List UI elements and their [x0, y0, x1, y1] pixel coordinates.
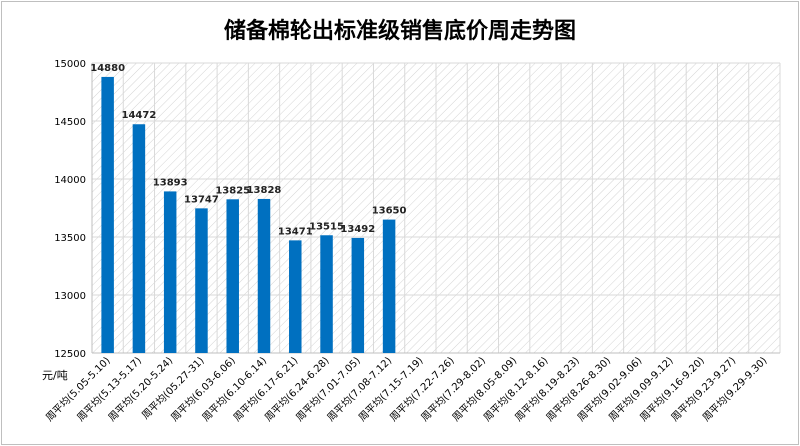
data-label: 13893 — [153, 177, 188, 188]
bar — [382, 219, 396, 353]
bar — [226, 199, 239, 353]
y-tick-label: 13500 — [54, 233, 86, 244]
data-label: 13650 — [372, 206, 407, 217]
bar — [289, 240, 302, 353]
bar — [101, 76, 114, 354]
data-label: 13825 — [215, 185, 250, 196]
bar — [351, 237, 365, 353]
y-tick-label: 13000 — [54, 291, 86, 302]
plot-area: 12500 13000 13500 14000 14500 15000 14880 14472… — [43, 59, 781, 424]
y-tick-label: 14500 — [54, 117, 86, 128]
data-label: 13747 — [184, 194, 219, 205]
y-axis-unit-label: 元/吨 — [42, 369, 68, 382]
data-label: 14472 — [122, 110, 157, 121]
bar — [195, 208, 208, 353]
data-label: 13492 — [340, 224, 375, 235]
data-label: 14880 — [90, 63, 125, 74]
data-label: 13471 — [278, 226, 313, 237]
bar — [257, 198, 271, 353]
data-label: 13828 — [247, 185, 282, 196]
y-tick-label: 14000 — [54, 175, 86, 186]
y-tick-label: 12500 — [54, 349, 86, 360]
data-label: 13515 — [309, 221, 344, 232]
bar — [320, 235, 333, 353]
bar — [132, 124, 146, 353]
bar — [163, 191, 177, 353]
y-tick-label: 15000 — [54, 59, 86, 70]
chart-title: 储备棉轮出标准级销售底价周走势图 — [224, 18, 576, 44]
